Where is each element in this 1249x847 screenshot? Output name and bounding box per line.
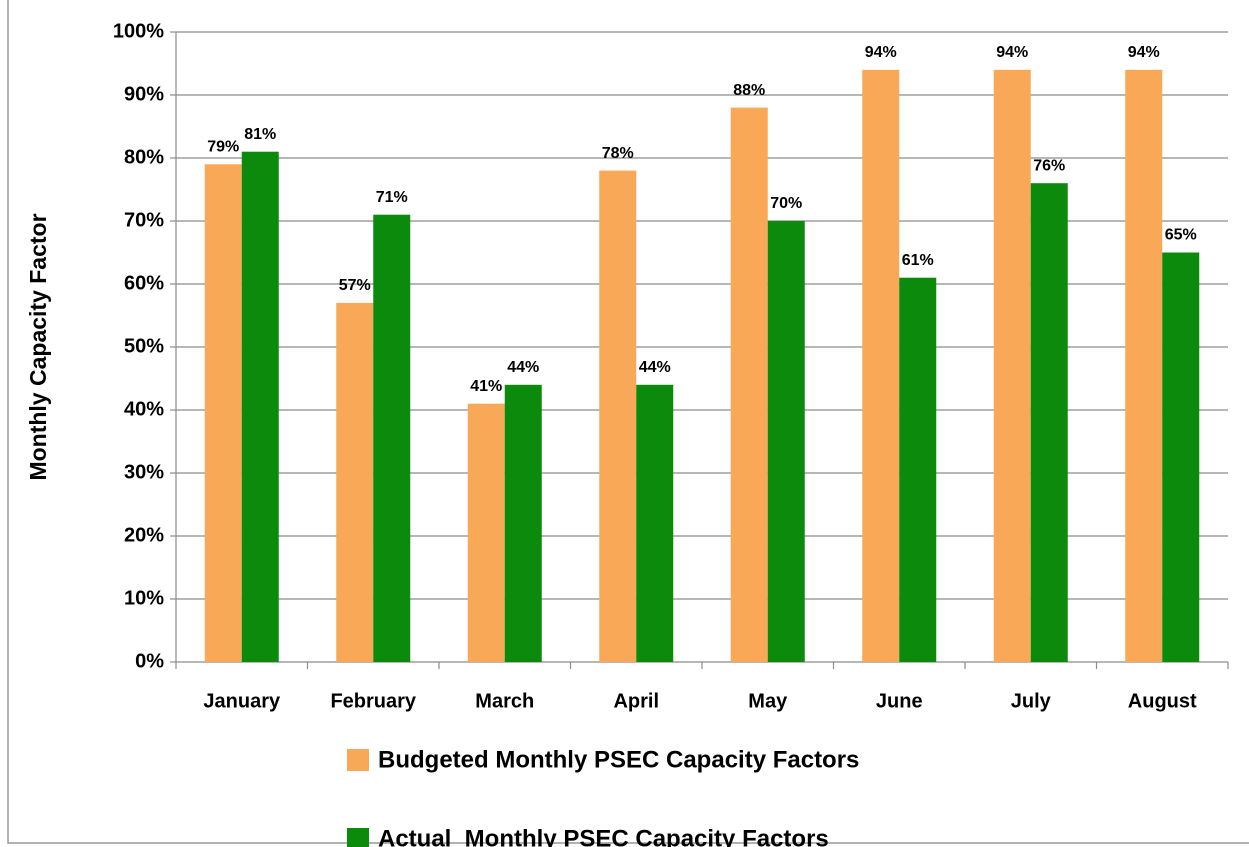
x-tick-label: August	[1128, 690, 1197, 712]
value-label: 78%	[602, 145, 634, 162]
x-tick-label: July	[1011, 690, 1052, 712]
value-label: 61%	[902, 252, 934, 269]
bar	[862, 69, 900, 663]
y-tick-label: 40%	[124, 398, 164, 420]
bar	[636, 384, 674, 662]
bar	[241, 151, 279, 662]
value-label: 81%	[244, 126, 276, 143]
y-tick-label: 100%	[113, 20, 164, 42]
legend-swatch	[347, 828, 369, 847]
x-tick-label: May	[748, 690, 788, 712]
value-label: 57%	[339, 277, 371, 294]
bar	[467, 403, 505, 662]
bar	[1125, 69, 1163, 663]
bar	[1030, 183, 1068, 662]
value-label: 94%	[865, 44, 897, 61]
bar	[767, 221, 805, 662]
value-label: 44%	[639, 359, 671, 376]
x-tick-label: March	[475, 690, 534, 712]
bar	[204, 164, 242, 663]
bar	[730, 107, 768, 663]
x-tick-label: January	[203, 690, 281, 712]
bar	[599, 170, 637, 662]
legend-label: Actual Monthly PSEC Capacity Factors	[378, 825, 829, 847]
bar	[1162, 252, 1200, 662]
x-tick-label: February	[330, 690, 416, 712]
legend-label: Budgeted Monthly PSEC Capacity Factors	[378, 746, 859, 773]
y-tick-label: 60%	[124, 272, 164, 294]
x-tick-label: June	[876, 690, 923, 712]
bar	[504, 384, 542, 662]
value-label: 70%	[770, 195, 802, 212]
bar	[899, 277, 937, 662]
value-label: 65%	[1165, 227, 1197, 244]
bar	[336, 302, 374, 662]
y-tick-label: 90%	[124, 83, 164, 105]
y-tick-label: 20%	[124, 524, 164, 546]
value-label: 41%	[470, 378, 502, 395]
y-tick-label: 10%	[124, 587, 164, 609]
legend-swatch	[347, 749, 369, 771]
y-axis-label: Monthly Capacity Factor	[25, 213, 51, 480]
value-label: 88%	[733, 82, 765, 99]
value-label: 94%	[1128, 44, 1160, 61]
value-label: 76%	[1033, 157, 1065, 174]
y-tick-label: 0%	[135, 650, 164, 672]
value-label: 44%	[507, 359, 539, 376]
y-tick-label: 50%	[124, 335, 164, 357]
bar	[373, 214, 411, 662]
x-tick-label: April	[613, 690, 659, 712]
value-label: 94%	[996, 44, 1028, 61]
value-label: 79%	[207, 139, 239, 156]
y-tick-label: 70%	[124, 209, 164, 231]
bar	[993, 69, 1031, 663]
y-tick-label: 30%	[124, 461, 164, 483]
frame	[7, 0, 1249, 844]
y-tick-label: 80%	[124, 146, 164, 168]
value-label: 71%	[376, 189, 408, 206]
